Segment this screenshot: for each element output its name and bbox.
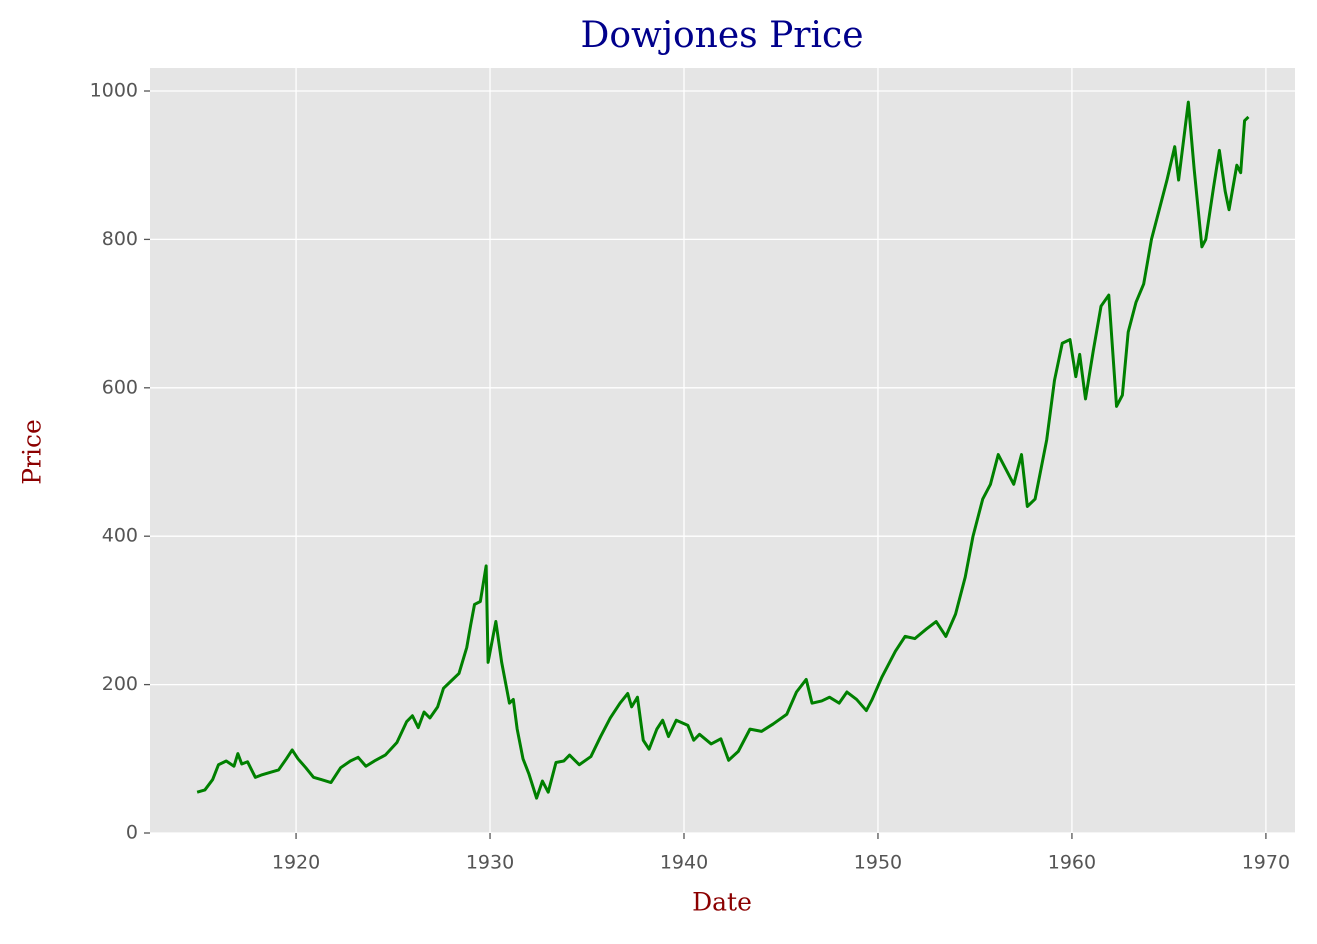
x-tick-label: 1940: [660, 852, 708, 874]
y-tick-label: 600: [102, 376, 138, 398]
x-tick-label: 1950: [854, 852, 902, 874]
y-axis-label: Price: [18, 419, 47, 485]
x-tick-label: 1930: [466, 852, 514, 874]
y-tick-label: 200: [102, 673, 138, 695]
plot-area: [150, 68, 1295, 833]
y-tick-label: 800: [102, 228, 138, 250]
y-tick-label: 1000: [90, 80, 138, 102]
y-tick-label: 0: [126, 822, 138, 844]
chart-title: Dowjones Price: [580, 15, 863, 56]
x-tick-label: 1960: [1048, 852, 1096, 874]
y-tick-label: 400: [102, 525, 138, 547]
x-axis-label: Date: [692, 888, 752, 917]
price-line: [196, 100, 1250, 800]
x-tick-label: 1920: [272, 852, 320, 874]
x-tick-label: 1970: [1242, 852, 1290, 874]
